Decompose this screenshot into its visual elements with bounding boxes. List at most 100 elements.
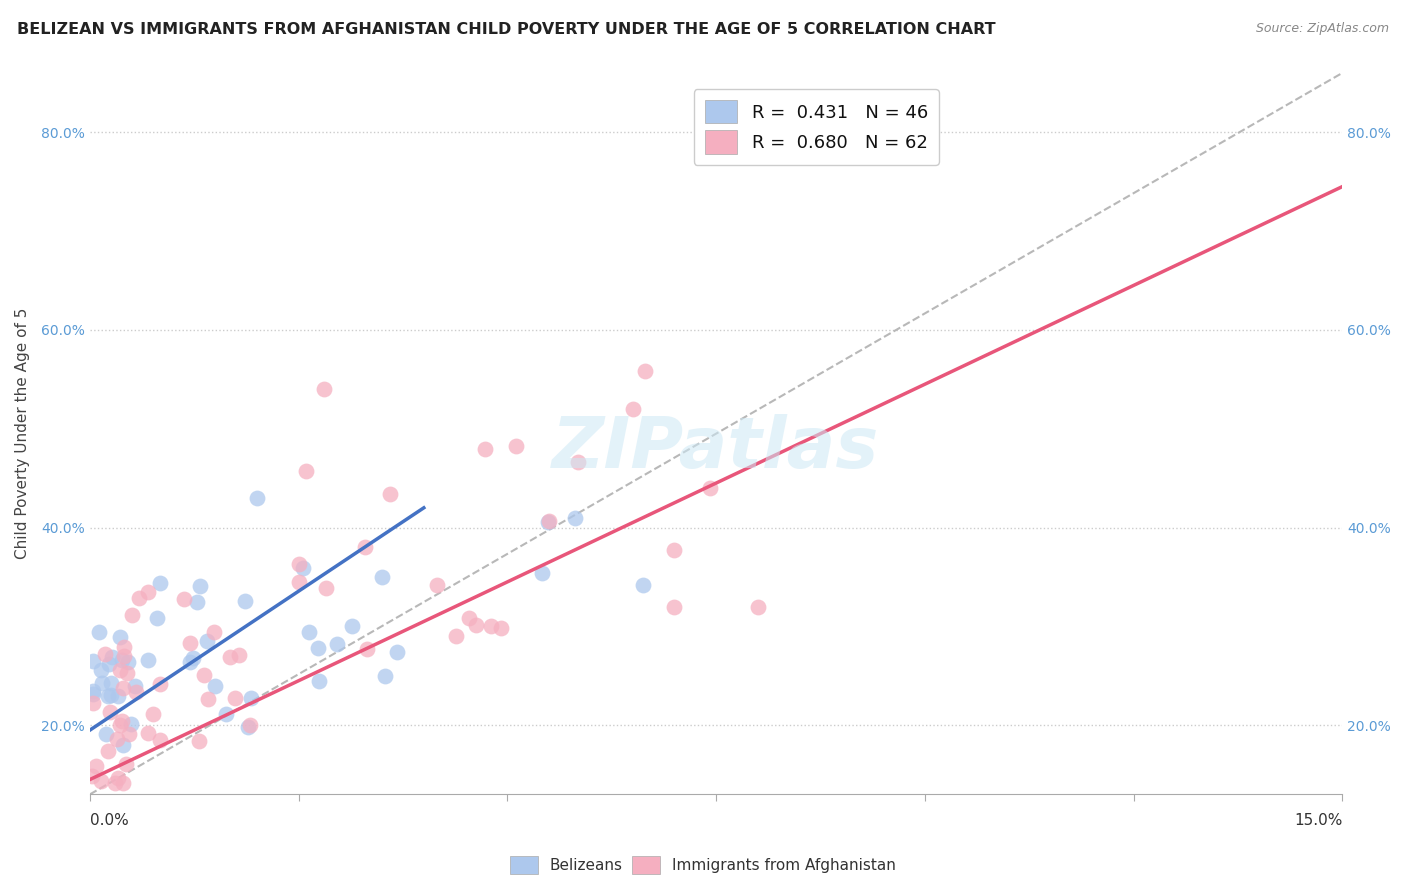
- Point: [307, 640, 329, 655]
- Point: [173, 592, 195, 607]
- Point: [179, 635, 201, 649]
- Point: [110, 663, 132, 677]
- Point: [747, 599, 769, 614]
- Point: [98, 705, 121, 719]
- Point: [621, 401, 644, 416]
- Point: [224, 691, 246, 706]
- Point: [108, 718, 131, 732]
- Point: [112, 738, 135, 752]
- Point: [426, 577, 449, 591]
- Point: [90, 774, 112, 789]
- Point: [530, 566, 553, 580]
- Point: [465, 617, 488, 632]
- Point: [112, 640, 135, 655]
- Point: [188, 579, 211, 593]
- Point: [202, 625, 225, 640]
- Point: [94, 648, 117, 662]
- Point: [149, 732, 172, 747]
- Point: [105, 731, 128, 746]
- Point: [298, 624, 321, 639]
- Point: [634, 364, 657, 378]
- Point: [238, 720, 260, 734]
- Point: [474, 442, 496, 456]
- Point: [121, 608, 143, 623]
- Point: [479, 619, 502, 633]
- Point: [295, 464, 318, 478]
- Point: [371, 570, 394, 584]
- Point: [374, 669, 396, 683]
- Point: [136, 726, 159, 740]
- Legend: Belizeans, Immigrants from Afghanistan: Belizeans, Immigrants from Afghanistan: [505, 850, 901, 880]
- Point: [197, 692, 219, 706]
- Point: [188, 734, 211, 748]
- Text: 0.0%: 0.0%: [90, 813, 128, 828]
- Point: [446, 629, 468, 643]
- Point: [662, 543, 685, 558]
- Point: [633, 578, 655, 592]
- Point: [115, 756, 138, 771]
- Point: [142, 707, 165, 722]
- Point: [288, 558, 311, 572]
- Point: [193, 667, 215, 681]
- Point: [111, 653, 134, 667]
- Point: [124, 679, 146, 693]
- Point: [664, 599, 686, 614]
- Point: [228, 648, 250, 662]
- Point: [128, 591, 150, 606]
- Point: [235, 594, 257, 608]
- Point: [288, 575, 311, 590]
- Point: [82, 654, 104, 668]
- Point: [94, 727, 117, 741]
- Point: [97, 657, 120, 671]
- Point: [699, 481, 721, 495]
- Text: ZIPatlas: ZIPatlas: [553, 414, 880, 483]
- Point: [380, 486, 402, 500]
- Point: [308, 674, 330, 689]
- Point: [204, 679, 226, 693]
- Point: [136, 653, 159, 667]
- Point: [87, 624, 110, 639]
- Y-axis label: Child Poverty Under the Age of 5: Child Poverty Under the Age of 5: [15, 308, 30, 559]
- Point: [291, 560, 314, 574]
- Point: [489, 621, 512, 635]
- Point: [104, 776, 127, 790]
- Point: [149, 677, 172, 691]
- Point: [146, 611, 169, 625]
- Point: [356, 642, 378, 657]
- Point: [107, 689, 129, 703]
- Point: [84, 759, 107, 773]
- Point: [100, 688, 122, 702]
- Point: [505, 440, 527, 454]
- Point: [112, 776, 135, 790]
- Point: [110, 714, 132, 728]
- Point: [537, 514, 560, 528]
- Point: [90, 663, 112, 677]
- Point: [315, 581, 337, 595]
- Point: [80, 769, 103, 783]
- Point: [239, 690, 262, 705]
- Point: [214, 707, 236, 722]
- Text: Source: ZipAtlas.com: Source: ZipAtlas.com: [1256, 22, 1389, 36]
- Point: [179, 655, 201, 669]
- Point: [97, 744, 120, 758]
- Point: [218, 650, 240, 665]
- Point: [325, 637, 347, 651]
- Point: [112, 681, 135, 695]
- Legend: R =  0.431   N = 46, R =  0.680   N = 62: R = 0.431 N = 46, R = 0.680 N = 62: [693, 89, 939, 164]
- Point: [149, 575, 172, 590]
- Text: BELIZEAN VS IMMIGRANTS FROM AFGHANISTAN CHILD POVERTY UNDER THE AGE OF 5 CORRELA: BELIZEAN VS IMMIGRANTS FROM AFGHANISTAN …: [17, 22, 995, 37]
- Point: [246, 491, 269, 505]
- Point: [342, 618, 364, 632]
- Point: [195, 634, 218, 648]
- Point: [136, 585, 159, 599]
- Point: [107, 772, 129, 786]
- Point: [118, 727, 141, 741]
- Point: [354, 541, 377, 555]
- Point: [120, 716, 142, 731]
- Point: [186, 595, 208, 609]
- Point: [115, 665, 138, 680]
- Point: [112, 649, 135, 664]
- Point: [564, 511, 586, 525]
- Point: [567, 454, 589, 468]
- Point: [82, 683, 104, 698]
